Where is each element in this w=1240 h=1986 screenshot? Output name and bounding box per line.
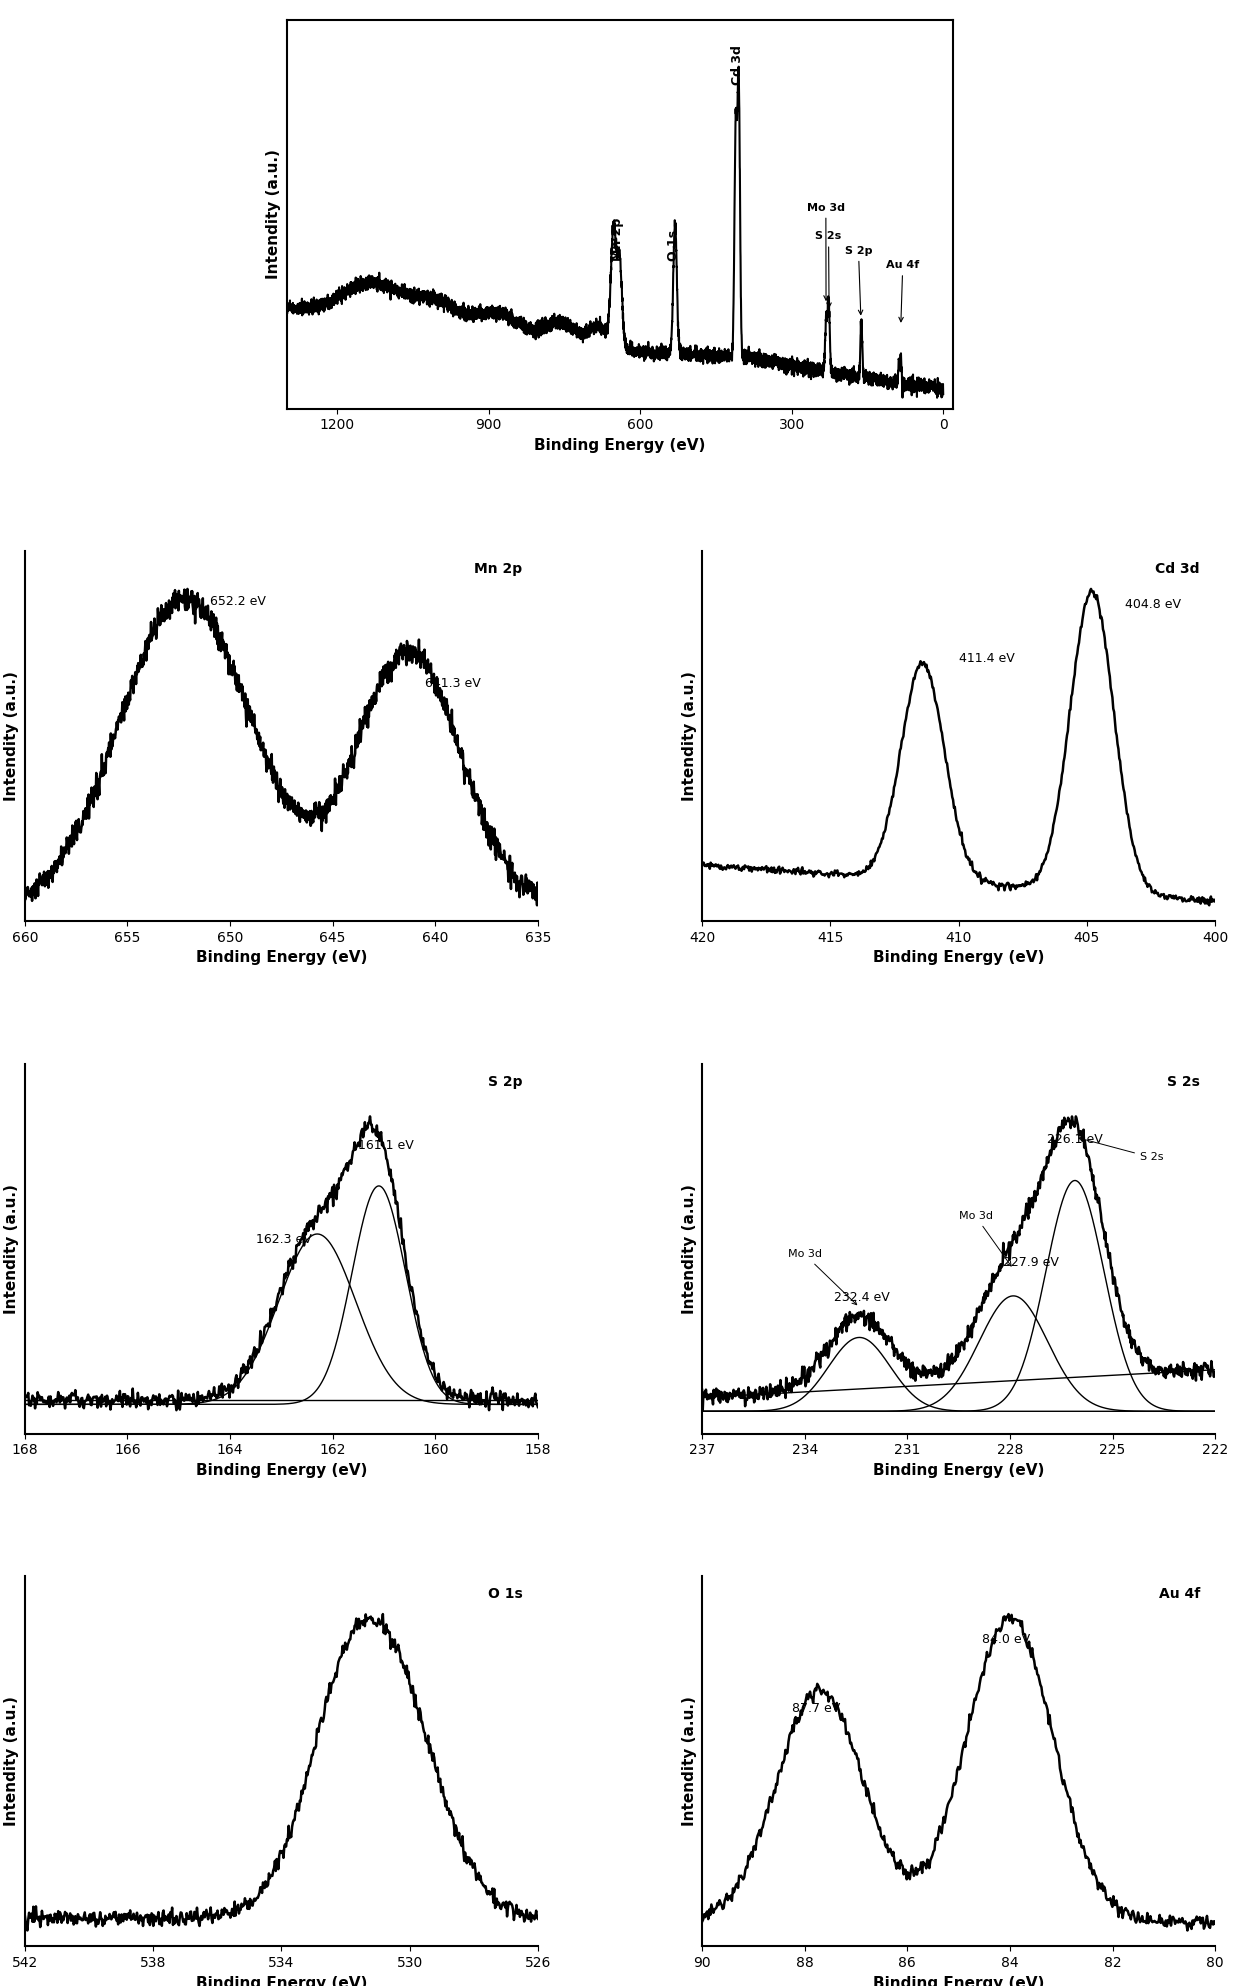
X-axis label: Binding Energy (eV): Binding Energy (eV) [873,951,1044,965]
Y-axis label: Intendity (a.u.): Intendity (a.u.) [4,1696,20,1827]
Text: Mo 3d: Mo 3d [787,1249,857,1305]
Text: 232.4 eV: 232.4 eV [835,1291,890,1305]
Y-axis label: Intendity (a.u.): Intendity (a.u.) [682,1696,697,1827]
X-axis label: Binding Energy (eV): Binding Energy (eV) [196,1464,367,1478]
X-axis label: Binding Energy (eV): Binding Energy (eV) [196,951,367,965]
Text: 87.7 eV: 87.7 eV [792,1702,841,1716]
Y-axis label: Intendity (a.u.): Intendity (a.u.) [682,1184,697,1313]
Text: 162.3 eV: 162.3 eV [255,1233,311,1245]
Text: O 1s: O 1s [487,1587,522,1601]
Text: 652.2 eV: 652.2 eV [210,596,265,608]
Text: 161.1 eV: 161.1 eV [358,1138,414,1152]
Text: 404.8 eV: 404.8 eV [1126,598,1182,612]
Text: O 1s: O 1s [667,230,680,260]
Text: 227.9 eV: 227.9 eV [1003,1257,1059,1269]
Text: Au 4f: Au 4f [887,260,919,322]
Y-axis label: Intendity (a.u.): Intendity (a.u.) [682,671,697,800]
Text: S 2p: S 2p [844,246,872,314]
Y-axis label: Intendity (a.u.): Intendity (a.u.) [4,671,20,800]
Text: 411.4 eV: 411.4 eV [959,651,1014,665]
Y-axis label: Intendity (a.u.): Intendity (a.u.) [4,1184,20,1313]
Text: S 2s: S 2s [816,232,842,308]
Text: 641.3 eV: 641.3 eV [425,677,481,691]
Text: 226.1 eV: 226.1 eV [1047,1132,1102,1146]
Text: Mn 2p: Mn 2p [475,562,522,576]
X-axis label: Binding Energy (eV): Binding Energy (eV) [196,1976,367,1986]
X-axis label: Binding Energy (eV): Binding Energy (eV) [873,1976,1044,1986]
Text: Cd 3d: Cd 3d [1156,562,1200,576]
Text: Mo 3d: Mo 3d [807,203,844,300]
X-axis label: Binding Energy (eV): Binding Energy (eV) [534,437,706,453]
Text: 84.0 eV: 84.0 eV [982,1632,1030,1646]
Text: Au 4f: Au 4f [1158,1587,1200,1601]
Text: Cd 3d: Cd 3d [730,46,744,85]
Y-axis label: Intendity (a.u.): Intendity (a.u.) [267,149,281,280]
X-axis label: Binding Energy (eV): Binding Energy (eV) [873,1464,1044,1478]
Text: Mo 3d: Mo 3d [959,1211,1011,1265]
Text: S 2s: S 2s [1079,1136,1163,1162]
Text: S 2s: S 2s [1167,1074,1200,1088]
Text: Mn 2p: Mn 2p [611,218,624,260]
Text: S 2p: S 2p [489,1074,522,1088]
